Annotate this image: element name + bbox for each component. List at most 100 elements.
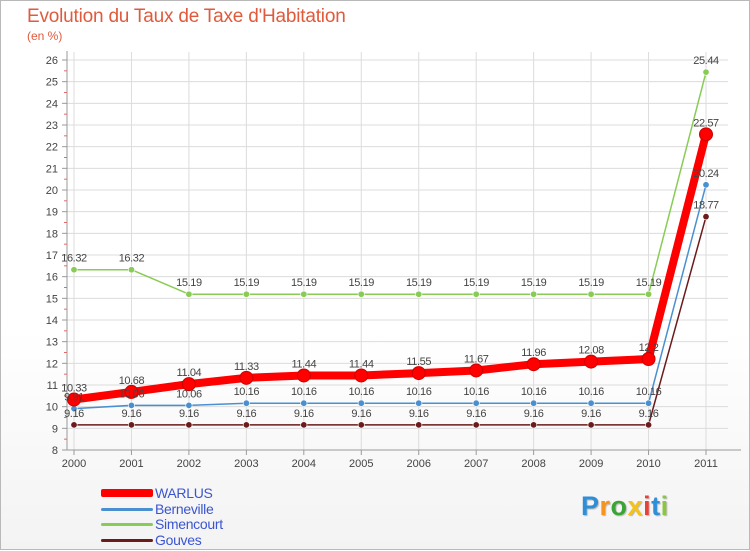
data-label-simencourt: 15.19: [463, 277, 489, 289]
data-label-berneville: 10.06: [119, 388, 145, 400]
data-label-simencourt: 25.44: [693, 55, 719, 67]
data-point-simencourt: [300, 290, 308, 298]
data-point-warlus: [239, 370, 254, 385]
data-label-warlus: 11.44: [349, 358, 374, 370]
data-point-berneville: [300, 399, 308, 407]
series-line-gouves: [73, 215, 707, 426]
data-point-warlus: [411, 366, 426, 381]
series-line-berneville: [73, 184, 707, 410]
data-point-gouves: [645, 421, 653, 429]
series-layer: [67, 68, 713, 429]
data-point-gouves: [300, 421, 308, 429]
data-label-gouves: 18.77: [693, 200, 719, 212]
data-label-gouves: 9.16: [122, 408, 142, 420]
y-tick-label: 20: [46, 185, 58, 197]
data-point-simencourt: [127, 266, 135, 274]
logo-letter: i: [660, 491, 669, 521]
legend-label: WARLUS: [155, 485, 213, 501]
data-label-warlus: 11.55: [406, 356, 431, 368]
legend-swatch: [101, 489, 153, 497]
data-label-berneville: 9.91: [64, 392, 84, 404]
data-label-warlus: 11.04: [177, 367, 202, 379]
data-label-simencourt: 15.19: [176, 277, 202, 289]
data-label-warlus: 11.67: [464, 353, 489, 365]
data-label-simencourt: 15.19: [636, 277, 662, 289]
data-point-warlus: [699, 127, 713, 142]
data-label-berneville: 10.16: [406, 386, 432, 398]
x-tick-label: 2001: [119, 458, 143, 470]
data-label-warlus: 11.44: [291, 358, 316, 370]
legend-swatch: [101, 523, 153, 526]
data-label-simencourt: 15.19: [406, 277, 432, 289]
logo-letter: o: [610, 491, 628, 521]
data-label-warlus: 11.33: [234, 361, 259, 373]
data-point-simencourt: [645, 290, 653, 298]
data-point-berneville: [357, 399, 365, 407]
x-tick-label: 2011: [694, 458, 718, 470]
data-point-simencourt: [70, 266, 78, 274]
data-label-gouves: 9.16: [409, 408, 429, 420]
data-label-warlus: 12.08: [578, 345, 604, 357]
y-tick-label: 21: [46, 163, 58, 175]
data-point-simencourt: [185, 290, 193, 298]
data-label-simencourt: 16.32: [61, 253, 87, 265]
data-point-berneville: [185, 401, 193, 409]
data-point-warlus: [526, 357, 541, 372]
data-label-simencourt: 15.19: [578, 277, 604, 289]
data-label-berneville: 10.16: [349, 386, 375, 398]
data-point-warlus: [584, 354, 599, 369]
data-label-berneville: 10.16: [234, 386, 260, 398]
logo-letter: t: [651, 491, 661, 521]
data-point-berneville: [242, 399, 250, 407]
data-point-gouves: [127, 421, 135, 429]
data-point-warlus: [67, 392, 81, 407]
data-point-gouves: [70, 421, 78, 429]
data-label-layer: 9.16 9.16 9.16 9.16 9.16 9.16 9.16 9.16 9.16 9.16…: [61, 55, 719, 420]
x-tick-label: 2005: [349, 458, 373, 470]
data-label-gouves: 9.16: [294, 408, 314, 420]
chart-title: Evolution du Taux de Taxe d'Habitation: [27, 6, 346, 27]
data-label-warlus: 10.68: [119, 375, 145, 387]
data-label-berneville: 10.16: [463, 386, 489, 398]
data-label-simencourt: 15.19: [349, 277, 375, 289]
legend-label: Berneville: [155, 500, 214, 517]
x-tick-label: 2009: [579, 458, 603, 470]
data-label-gouves: 9.16: [524, 408, 544, 420]
x-tick-label: 2000: [62, 458, 86, 470]
data-point-gouves: [472, 421, 480, 429]
y-tick-label: 9: [52, 423, 58, 435]
data-label-gouves: 9.16: [639, 408, 659, 420]
y-tick-label: 16: [46, 272, 58, 284]
data-point-berneville: [472, 399, 480, 407]
logo-letter: r: [599, 491, 611, 521]
y-tick-label: 18: [46, 228, 58, 240]
logo-letter: i: [643, 491, 652, 521]
grid-layer: [66, 52, 728, 451]
axis-layer: 8 9 10 11 12 13 14 15 16 17 18 19 20 21 22 23 24 25 26 2000…: [46, 51, 741, 470]
legend-swatch: [101, 538, 153, 542]
x-tick-label: 2006: [406, 458, 430, 470]
data-point-berneville: [530, 399, 538, 407]
proxiti-logo: Proxiti: [581, 491, 669, 522]
data-label-warlus: 10.33: [61, 383, 87, 395]
chart-unit-label: (en %): [27, 29, 63, 43]
y-tick-label: 15: [46, 293, 58, 305]
legend-label: Simencourt: [155, 516, 223, 532]
data-point-gouves: [415, 421, 423, 429]
data-point-warlus: [181, 377, 196, 392]
data-point-berneville: [587, 399, 595, 407]
data-label-gouves: 9.16: [581, 408, 601, 420]
data-label-gouves: 9.16: [236, 408, 256, 420]
y-tick-label: 17: [46, 250, 58, 262]
y-tick-label: 12: [46, 358, 58, 370]
data-point-warlus: [296, 368, 311, 383]
data-label-berneville: 10.16: [578, 386, 604, 398]
data-point-warlus: [354, 368, 369, 383]
data-point-gouves: [185, 421, 193, 429]
logo-letter: x: [627, 491, 644, 521]
data-point-warlus: [641, 352, 656, 366]
logo-letter: P: [581, 491, 600, 521]
data-point-warlus: [124, 384, 139, 399]
x-tick-label: 2002: [177, 458, 201, 470]
